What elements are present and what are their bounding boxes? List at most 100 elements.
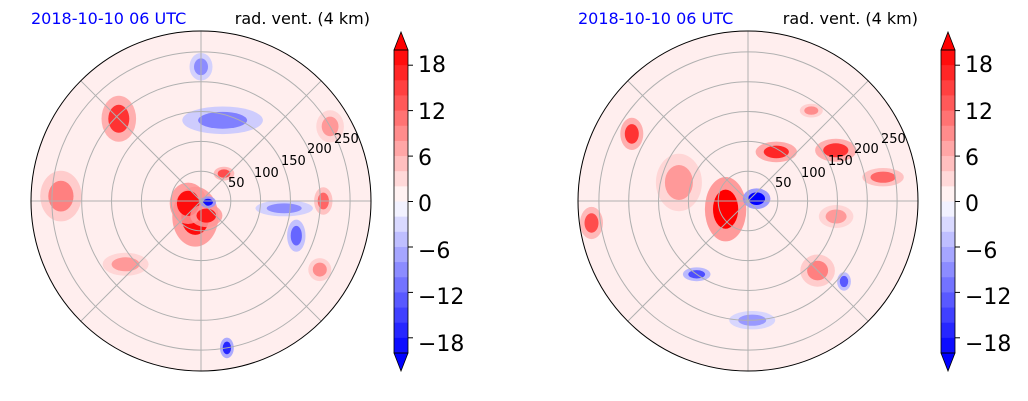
colorbar-band bbox=[941, 171, 955, 187]
right-radial-label-50: 50 bbox=[775, 176, 792, 191]
colorbar-band bbox=[941, 95, 955, 112]
velocity-feature bbox=[584, 213, 599, 233]
velocity-feature bbox=[111, 257, 140, 272]
velocity-feature bbox=[804, 106, 819, 115]
colorbar-band bbox=[394, 307, 408, 324]
colorbar-band bbox=[394, 322, 408, 339]
azimuth-spoke bbox=[200, 200, 322, 322]
azimuth-spoke bbox=[80, 200, 202, 322]
velocity-feature bbox=[870, 171, 896, 183]
colorbar-band bbox=[394, 277, 408, 293]
colorbar-band bbox=[941, 80, 955, 96]
colorbar-band bbox=[941, 277, 955, 293]
colorbar-band bbox=[394, 80, 408, 96]
colorbar-band bbox=[941, 65, 955, 81]
azimuth-spoke bbox=[627, 200, 749, 322]
velocity-feature bbox=[48, 180, 74, 212]
velocity-feature bbox=[217, 169, 231, 178]
colorbar-band bbox=[941, 186, 955, 202]
colorbar-extend-max bbox=[940, 30, 956, 51]
left-title-time: 2018-10-10 06 UTC bbox=[31, 9, 186, 28]
colorbar-band bbox=[394, 125, 408, 142]
left-radial-label-100: 100 bbox=[254, 166, 279, 181]
velocity-feature bbox=[839, 275, 849, 288]
colorbar-band bbox=[394, 171, 408, 187]
left-cbar-tick-12: 12 bbox=[418, 100, 446, 125]
colorbar-extend-min bbox=[940, 352, 956, 373]
colorbar-band bbox=[941, 231, 955, 248]
right-colorbar bbox=[940, 30, 960, 373]
left-panel: 2018-10-10 06 UTC rad. vent. (4 km) 50 1… bbox=[30, 9, 464, 373]
colorbar-band bbox=[941, 322, 955, 339]
colorbar-band bbox=[941, 50, 955, 66]
right-disk-border bbox=[577, 30, 919, 372]
colorbar-band bbox=[394, 156, 408, 172]
left-disk-border bbox=[30, 30, 372, 372]
velocity-feature bbox=[203, 198, 213, 206]
right-colorbar-ticks: 18 12 6 0 −6 −12 −18 bbox=[965, 53, 1011, 357]
colorbar-band bbox=[394, 186, 408, 202]
right-cbar-tick-neg18: −18 bbox=[965, 332, 1011, 357]
colorbar-band bbox=[394, 110, 408, 127]
azimuth-spoke bbox=[80, 80, 202, 202]
colorbar-band bbox=[941, 307, 955, 324]
left-cbar-tick-0: 0 bbox=[418, 192, 432, 217]
velocity-feature bbox=[624, 124, 639, 144]
velocity-feature bbox=[290, 225, 302, 246]
colorbar-band bbox=[941, 216, 955, 233]
colorbar-band bbox=[941, 246, 955, 263]
velocity-feature bbox=[198, 111, 248, 129]
colorbar-band bbox=[941, 337, 955, 354]
right-cbar-tick-neg6: −6 bbox=[965, 239, 997, 264]
colorbar-band bbox=[394, 337, 408, 354]
right-radial-label-100: 100 bbox=[801, 166, 826, 181]
colorbar-band bbox=[394, 50, 408, 66]
left-colorbar-ticks: 18 12 6 0 −6 −12 −18 bbox=[418, 53, 464, 357]
right-title-field: rad. vent. (4 km) bbox=[783, 9, 918, 28]
colorbar-band bbox=[394, 201, 408, 218]
left-colorbar bbox=[393, 30, 413, 373]
colorbar-band bbox=[941, 292, 955, 309]
colorbar-band bbox=[941, 125, 955, 142]
velocity-feature bbox=[266, 203, 302, 214]
colorbar-band bbox=[394, 65, 408, 81]
right-cbar-tick-6: 6 bbox=[965, 146, 979, 171]
right-cbar-tick-neg12: −12 bbox=[965, 285, 1011, 310]
right-radial-label-250: 250 bbox=[881, 132, 906, 147]
right-radial-labels: 50 100 150 200 250 bbox=[775, 132, 906, 191]
left-cbar-tick-6: 6 bbox=[418, 146, 432, 171]
velocity-feature bbox=[823, 143, 849, 158]
velocity-feature bbox=[664, 165, 693, 200]
left-polar-grid bbox=[31, 31, 371, 371]
right-plot: 50 100 150 200 250 bbox=[577, 30, 919, 372]
velocity-feature bbox=[763, 145, 789, 159]
colorbar-extend-max bbox=[393, 30, 409, 51]
colorbar-band bbox=[394, 292, 408, 309]
azimuth-spoke bbox=[200, 80, 322, 202]
right-velocity-field bbox=[580, 103, 904, 330]
right-title-time: 2018-10-10 06 UTC bbox=[578, 9, 733, 28]
velocity-feature bbox=[748, 192, 765, 205]
left-radial-label-50: 50 bbox=[228, 176, 245, 191]
velocity-feature bbox=[312, 262, 327, 277]
azimuth-spoke bbox=[747, 80, 869, 202]
right-radial-label-150: 150 bbox=[828, 154, 853, 169]
left-plot: 50 100 150 200 250 bbox=[30, 30, 372, 372]
velocity-feature bbox=[196, 208, 217, 223]
colorbar-band bbox=[394, 216, 408, 233]
colorbar-extend-min bbox=[393, 352, 409, 373]
colorbar-band bbox=[394, 95, 408, 112]
right-panel: 2018-10-10 06 UTC rad. vent. (4 km) 50 1… bbox=[577, 9, 1011, 373]
left-radial-label-200: 200 bbox=[307, 142, 332, 157]
left-radial-label-150: 150 bbox=[281, 154, 306, 169]
azimuth-spoke bbox=[747, 200, 869, 322]
left-radial-label-250: 250 bbox=[334, 132, 359, 147]
right-radial-label-200: 200 bbox=[854, 142, 879, 157]
colorbar-band bbox=[394, 246, 408, 263]
velocity-feature bbox=[713, 189, 739, 229]
colorbar-band bbox=[394, 140, 408, 157]
left-title-field: rad. vent. (4 km) bbox=[235, 9, 370, 28]
right-polar-grid bbox=[578, 31, 918, 371]
colorbar-band bbox=[394, 262, 408, 278]
